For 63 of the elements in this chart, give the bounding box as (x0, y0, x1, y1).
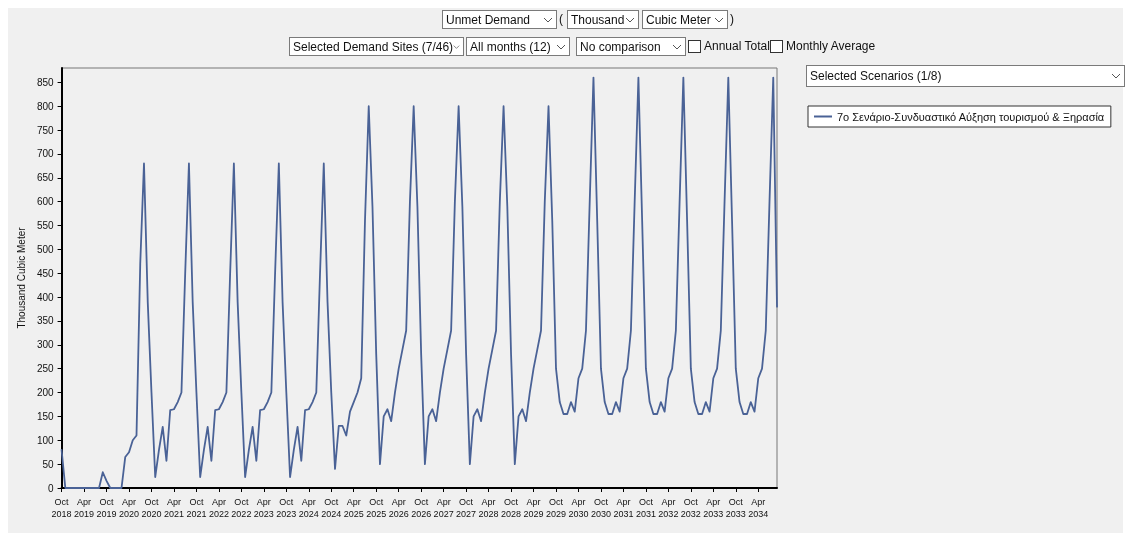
y-tick-label: 550 (36, 220, 55, 231)
y-tick-label: 750 (36, 124, 55, 136)
x-tick-label: Oct 2029 (545, 497, 567, 519)
y-tick-label: 150 (36, 410, 55, 422)
x-tick-label: Oct 2030 (590, 497, 611, 519)
x-tick-label: Oct 2032 (680, 497, 701, 519)
y-tick-label: 300 (36, 339, 55, 351)
x-tick-label: Oct 2024 (321, 497, 342, 519)
x-tick-label: Oct 2020 (141, 497, 162, 519)
dropdown: Unmet Demand (442, 10, 557, 29)
x-tick-label: Apr 2027 (433, 497, 454, 519)
x-tick-label: Apr 2031 (613, 497, 634, 519)
x-tick-label: Apr 2028 (478, 497, 499, 519)
y-tick-label: 350 (36, 315, 55, 327)
text: ( (559, 12, 563, 26)
x-tick-label: Oct 2019 (96, 497, 117, 519)
x-tick-label: Oct 2027 (456, 497, 477, 519)
x-tick-label: Oct 2023 (276, 497, 297, 519)
y-tick-label: 450 (36, 267, 55, 279)
y-tick-label: 0 (48, 482, 55, 494)
x-tick-label: Apr 2025 (343, 497, 364, 519)
x-tick-label: Apr 2029 (523, 497, 544, 519)
x-tick-label: Oct 2033 (725, 497, 746, 519)
text: Annual Total (704, 39, 770, 53)
dropdown: No comparison (576, 37, 686, 56)
y-tick-label: 650 (36, 172, 55, 184)
y-tick-label: 850 (36, 76, 55, 88)
y-tick-label: 250 (36, 363, 55, 375)
x-tick-label: Oct 2025 (366, 497, 387, 519)
y-tick-label: 400 (36, 291, 55, 303)
y-tick-label: 200 (36, 387, 55, 399)
x-tick-label: Apr 2034 (748, 497, 769, 519)
x-tick-label: Apr 2020 (118, 497, 140, 519)
x-tick-label: Oct 2018 (51, 497, 72, 519)
dropdown: Cubic Meter (642, 10, 728, 29)
x-tick-label: Oct 2028 (501, 497, 522, 519)
x-tick-label: Apr 2019 (74, 497, 95, 519)
legend-label: 7ο Σενάριο-Συνδυαστικό Αύξηση τουρισμού & Ξηρασία (837, 110, 1105, 123)
x-tick-label: Apr 2024 (298, 497, 319, 519)
x-tick-label: Apr 2023 (253, 497, 274, 519)
x-tick-label: Apr 2021 (163, 497, 184, 519)
y-tick-label: 50 (42, 458, 55, 470)
text: Monthly Average (786, 39, 876, 53)
x-tick-label: Oct 2021 (186, 497, 207, 519)
x-tick-label: Apr 2026 (388, 497, 409, 519)
y-axis-title: Thousand Cubic Meter (15, 226, 27, 329)
y-tick-label: 500 (36, 243, 55, 255)
text: ) (730, 12, 734, 26)
dropdown: Thousand (567, 10, 639, 29)
dropdown: Selected Scenarios (1/8) (806, 65, 1125, 87)
x-tick-label: Apr 2032 (658, 497, 679, 519)
y-tick-label: 600 (36, 196, 55, 208)
dropdown: All months (12) (466, 37, 570, 56)
x-tick-label: Apr 2030 (568, 497, 589, 519)
y-tick-label: 100 (36, 434, 55, 446)
y-tick-label: 800 (36, 100, 55, 112)
x-tick-label: Oct 2022 (231, 497, 252, 519)
x-tick-label: Apr 2033 (703, 497, 724, 519)
y-tick-label: 700 (36, 148, 55, 160)
dropdown: Selected Demand Sites (7/46) (289, 37, 464, 56)
x-tick-label: Oct 2031 (635, 497, 656, 519)
x-tick-label: Apr 2022 (208, 497, 229, 519)
x-tick-label: Oct 2026 (411, 497, 432, 519)
